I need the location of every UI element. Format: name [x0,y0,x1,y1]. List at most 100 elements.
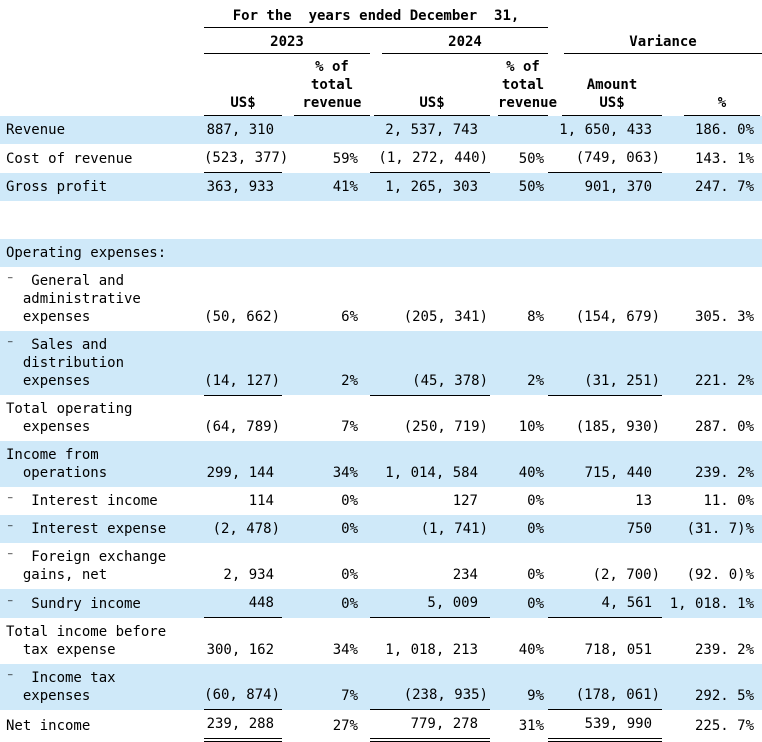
value-cell: 299, 144 [204,441,282,487]
value-cell: 40% [518,641,545,658]
table-row: Total income before tax expense 300, 162 3… [0,618,762,664]
row-label: ⁻ General and administrative expenses [6,273,141,325]
value-cell: 287. 0% [695,419,755,435]
value-cell: 0% [527,493,545,509]
table-row: ⁻ Income tax expenses (60, 874) 7% (238, 93… [0,663,762,710]
group-label-2023: 2023 [204,28,370,54]
table-row: Operating expenses: [0,239,762,267]
value-cell [282,116,370,144]
spacer-cell [548,0,762,28]
value-cell: 1, 018, 213 [385,641,478,658]
value-cell: (60, 874) [204,663,282,710]
row-label: Cost of revenue [6,150,133,167]
value-cell: (178, 061) [548,663,663,710]
value-cell [282,239,370,267]
value-cell [282,201,370,239]
value-cell: (2, 478) [204,515,282,543]
column-group-variance: Variance [548,28,762,54]
table-row: Income from operations 299, 144 34% 1, 014,… [0,441,762,487]
value-cell: 41% [282,172,370,201]
table-row: Cost of revenue (523, 377) 59% (1, 272, 440… [0,144,762,173]
spacer-cell [0,54,204,116]
table-header: For the years ended December 31, 2023 20… [0,0,762,116]
spacer-row [0,201,762,239]
value-cell: 34% [332,641,358,658]
value-cell: 0% [341,493,358,509]
value-cell: 27% [332,718,358,734]
value-cell: 225. 7% [695,718,755,734]
value-cell: (1, 741) [370,515,490,543]
table-row: Total operating expenses (64, 789) 7% (250,… [0,395,762,441]
value-cell: 779, 278 [370,709,490,742]
value-cell: 2% [282,331,370,395]
table-row: Gross profit 363, 933 41% 1, 265, 303 50% 901… [0,172,762,201]
value-cell: 363, 933 [204,172,282,201]
value-cell: 13 [635,493,653,509]
table-row: ⁻ Foreign exchange gains, net 2, 934 0% 234… [0,543,762,589]
value-cell: 31% [518,718,545,734]
value-cell [490,201,548,239]
title-row: For the years ended December 31, [0,0,762,28]
pct-label-line: % of [506,59,540,75]
col-header-2024-usd: US$ [370,54,490,116]
value-cell: 7% [341,419,358,435]
row-label: Income from operations [0,441,204,487]
value-cell: 448 [204,589,282,618]
value-cell: (2, 700) [592,567,661,583]
row-label [0,201,204,239]
row-label: ⁻ Foreign exchange gains, net [6,549,167,583]
value-cell: (14, 127) [204,331,282,396]
group-header-row: 2023 2024 Variance [0,28,762,55]
table-body: Revenue 887, 310 2, 537, 743 1, 650, 433 186… [0,116,762,742]
value-cell: 2, 537, 743 [370,116,490,144]
value-cell: (523, 377) [204,144,288,173]
value-cell: 0% [527,567,545,583]
value-cell: (64, 789) [204,419,280,435]
value-cell: (250, 719) [403,419,488,435]
value-cell: (92. 0)% [686,567,755,583]
col-header-2023-usd: US$ [204,54,282,116]
table-row: Revenue 887, 310 2, 537, 743 1, 650, 433 186… [0,116,762,144]
value-cell: 239. 2% [695,641,755,658]
value-cell: 34% [282,441,370,487]
value-cell: 114 [248,493,274,509]
row-label: Total income before tax expense [6,623,167,658]
table-row: Net income 239, 288 27% 779, 278 31% 539, 990… [0,709,762,742]
value-cell: 234 [452,567,478,583]
amount-label-line: US$ [599,95,625,111]
value-cell: 292. 5% [662,663,762,710]
value-cell: 127 [452,493,478,509]
usd-label: US$ [419,95,445,111]
value-cell [490,116,549,144]
value-cell: (31, 251) [548,331,663,396]
row-label: ⁻ Sundry income [0,589,204,618]
value-cell: 305. 3% [695,309,755,325]
value-cell: 50% [490,172,549,201]
value-cell: 0% [282,515,370,543]
value-cell: 239, 288 [204,709,282,742]
value-cell: (45, 378) [370,331,490,396]
value-cell: 247. 7% [662,172,762,201]
spacer-cell [0,28,204,55]
value-cell: 40% [490,441,549,487]
value-cell: (50, 662) [204,309,280,325]
row-label: ⁻ Sales and distribution expenses [0,331,204,395]
usd-label: US$ [230,95,256,111]
row-label: Gross profit [0,172,204,201]
value-cell: 2, 934 [223,567,274,583]
value-cell: (185, 930) [575,419,661,435]
value-cell: 0% [282,589,370,618]
group-label-2024: 2024 [382,28,549,54]
pct-symbol-label: % [717,95,727,111]
pct-label-line: revenue [302,95,362,111]
value-cell [662,239,762,267]
value-cell [370,201,490,239]
pct-label-line: total [310,77,354,93]
col-header-variance-pct: % [662,54,762,116]
value-cell: 715, 440 [548,441,663,487]
value-cell: 8% [527,309,545,325]
value-cell: 1, 265, 303 [370,172,490,201]
value-cell: 718, 051 [584,641,653,658]
amount-label-line: Amount [586,77,638,93]
